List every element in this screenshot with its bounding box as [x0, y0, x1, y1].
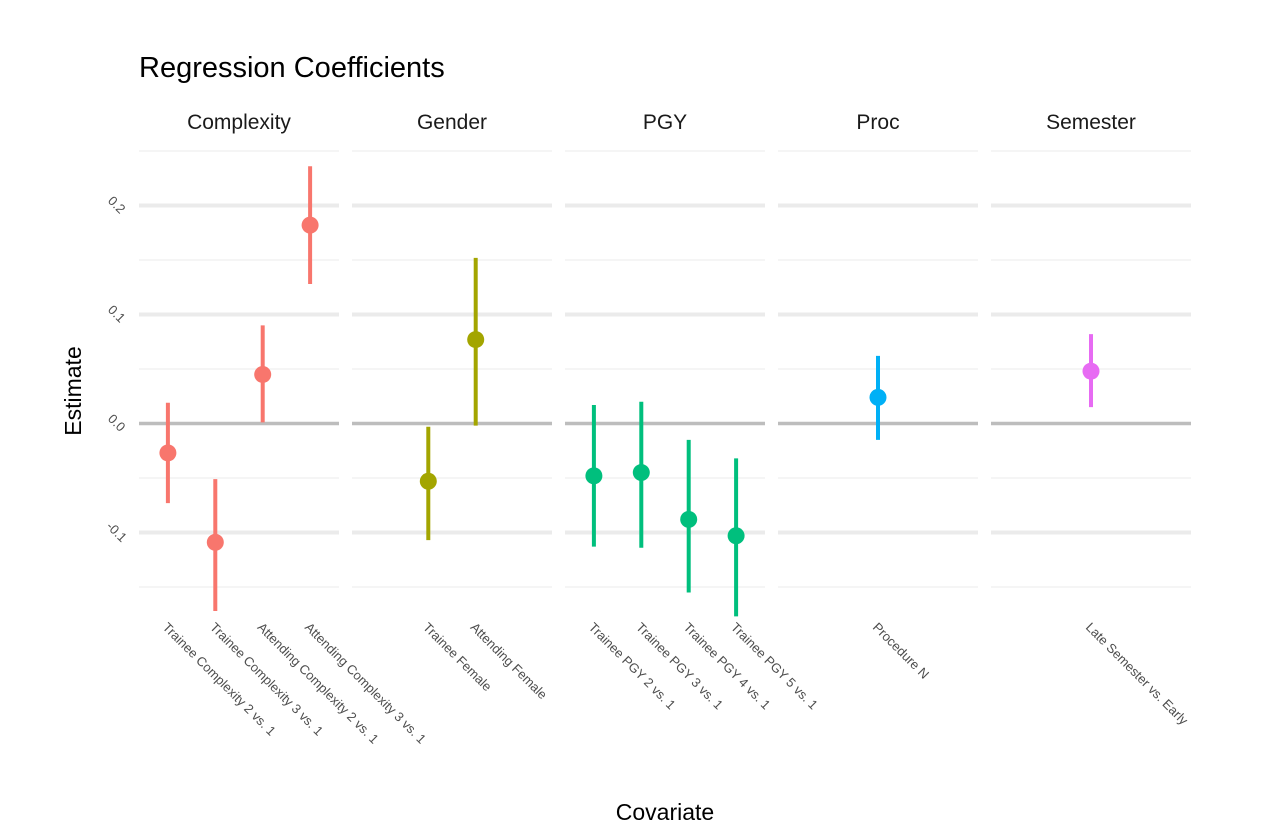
estimate-point — [727, 527, 745, 545]
x-axis-title: Covariate — [616, 799, 714, 825]
estimate-point — [869, 388, 887, 406]
facet-strip-label: Proc — [856, 111, 899, 134]
x-tick-label: Trainee PGY 3 vs. 1 — [633, 620, 726, 713]
estimate-point — [254, 365, 272, 383]
x-tick-label: Procedure N — [870, 620, 932, 682]
facet-strip-label: Semester — [1046, 111, 1136, 134]
y-tick-label: 0.2 — [105, 193, 128, 216]
estimate-point — [1082, 362, 1100, 380]
y-tick-label: -0.1 — [104, 519, 130, 545]
facet-panel-semester: Semester Late Semester vs. Early — [991, 111, 1191, 728]
x-tick-label: Trainee PGY 5 vs. 1 — [728, 620, 821, 713]
estimate-point — [419, 472, 437, 490]
estimate-point — [467, 331, 485, 349]
estimate-point — [632, 464, 650, 482]
estimate-point — [585, 467, 603, 485]
facet-panel-proc: Proc Procedure N — [778, 111, 978, 682]
facet-strip-label: PGY — [643, 111, 687, 134]
estimate-point — [159, 444, 177, 462]
x-tick-label: Trainee PGY 2 vs. 1 — [586, 620, 679, 713]
estimate-point — [301, 216, 319, 234]
facet-strip-label: Gender — [417, 111, 487, 134]
x-tick-label: Late Semester vs. Early — [1083, 620, 1192, 729]
y-tick-label: 0.1 — [105, 302, 128, 325]
y-tick-label: 0.0 — [105, 411, 128, 434]
estimate-point — [680, 510, 698, 528]
estimate-point — [206, 533, 224, 551]
x-tick-label: Trainee PGY 4 vs. 1 — [681, 620, 774, 713]
y-axis-title: Estimate — [60, 346, 86, 435]
facet-strip-label: Complexity — [187, 111, 291, 134]
chart-title: Regression Coefficients — [139, 52, 445, 84]
